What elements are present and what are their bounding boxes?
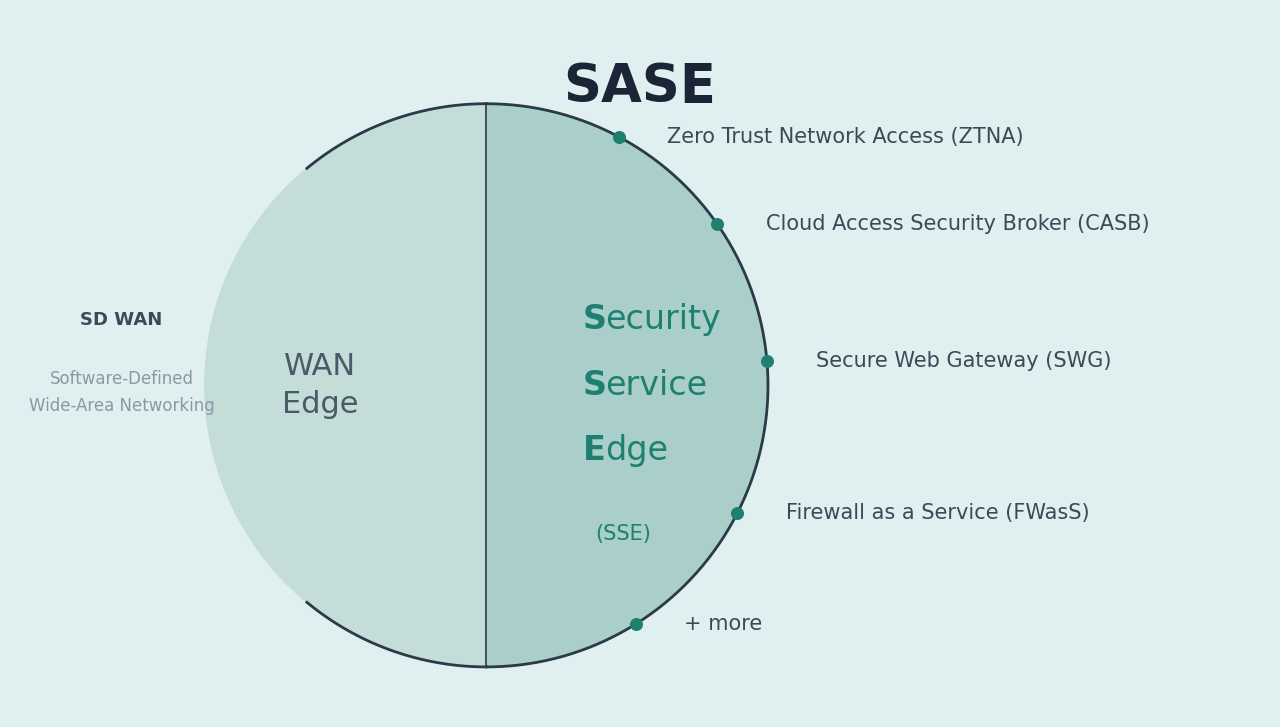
Point — [608, 131, 628, 142]
Text: (SSE): (SSE) — [595, 524, 652, 545]
Text: S: S — [582, 369, 607, 402]
Point — [756, 355, 777, 366]
Point — [707, 218, 727, 230]
Text: S: S — [582, 303, 607, 337]
Text: WAN
Edge: WAN Edge — [282, 352, 358, 419]
Text: ervice: ervice — [605, 369, 708, 402]
Text: Zero Trust Network Access (ZTNA): Zero Trust Network Access (ZTNA) — [667, 126, 1024, 147]
Text: E: E — [582, 434, 605, 467]
Text: Secure Web Gateway (SWG): Secure Web Gateway (SWG) — [815, 350, 1111, 371]
Polygon shape — [486, 104, 768, 667]
Text: Cloud Access Security Broker (CASB): Cloud Access Security Broker (CASB) — [765, 214, 1149, 234]
Text: SD WAN: SD WAN — [81, 311, 163, 329]
Text: Software-Defined
Wide-Area Networking: Software-Defined Wide-Area Networking — [28, 370, 215, 415]
Text: + more: + more — [685, 614, 763, 634]
Text: dge: dge — [605, 434, 668, 467]
Text: SASE: SASE — [563, 61, 717, 113]
Text: ecurity: ecurity — [605, 303, 721, 337]
Point — [626, 618, 646, 630]
Ellipse shape — [205, 104, 768, 667]
Point — [727, 507, 748, 519]
Text: Firewall as a Service (FWasS): Firewall as a Service (FWasS) — [786, 503, 1089, 523]
